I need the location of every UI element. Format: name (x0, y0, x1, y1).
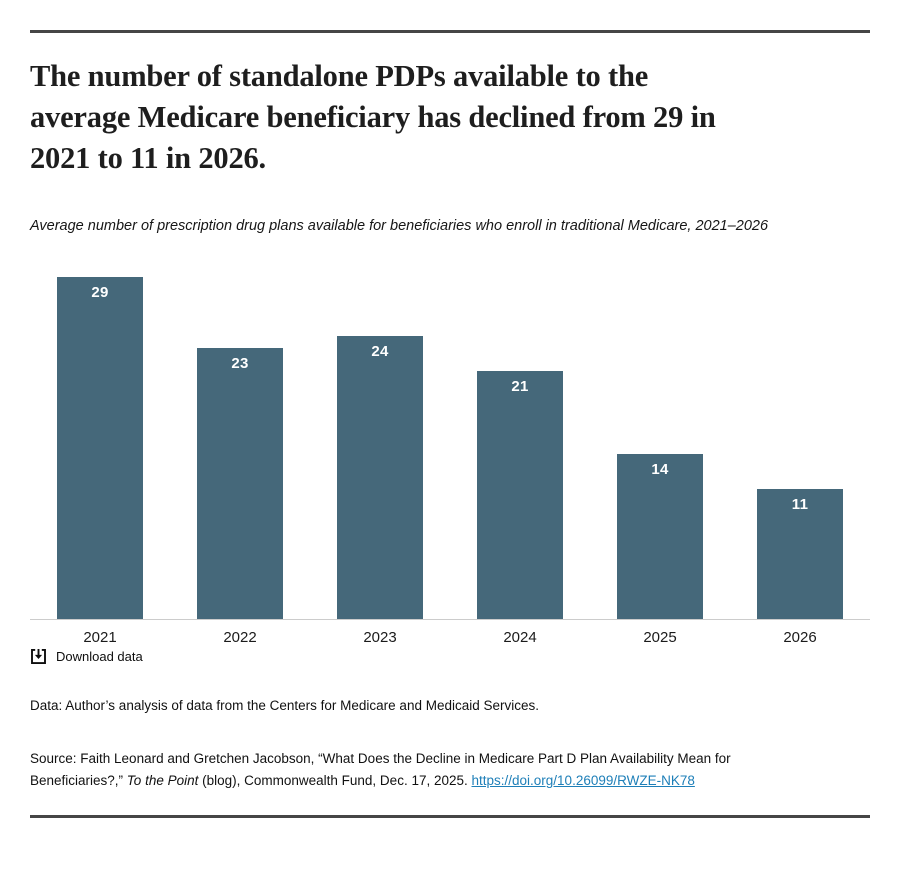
x-axis-label: 2025 (643, 629, 677, 646)
bar-slot-2025: 14 2025 (590, 270, 730, 646)
x-axis-label: 2023 (363, 629, 397, 646)
bar-2023: 24 (337, 336, 423, 619)
download-data-button[interactable]: Download data (30, 648, 143, 665)
bottom-divider (30, 815, 870, 818)
source-publication: To the Point (126, 772, 199, 788)
bar-slot-2021: 29 2021 (30, 270, 170, 646)
bar-2026: 11 (757, 489, 843, 619)
x-axis-label: 2026 (783, 629, 817, 646)
source-text: Source: Faith Leonard and Gretchen Jacob… (30, 751, 731, 788)
x-axis-label: 2024 (503, 629, 537, 646)
source-note: Source: Faith Leonard and Gretchen Jacob… (30, 748, 825, 791)
data-note: Data: Author’s analysis of data from the… (30, 698, 539, 713)
bar-2025: 14 (617, 454, 703, 619)
bar-slot-2022: 23 2022 (170, 270, 310, 646)
source-text-suffix: (blog), Commonwealth Fund, Dec. 17, 2025… (198, 772, 472, 788)
download-label: Download data (56, 649, 143, 664)
bar-slot-2026: 11 2026 (730, 270, 870, 646)
bar-2024: 21 (477, 371, 563, 619)
bar-value-label: 23 (231, 355, 249, 372)
bar-value-label: 14 (651, 461, 669, 478)
bar-value-label: 29 (91, 284, 109, 301)
download-icon (30, 648, 47, 665)
top-divider (30, 30, 870, 33)
chart-subtitle: Average number of prescription drug plan… (30, 218, 769, 234)
bar-2022: 23 (197, 348, 283, 619)
bar-value-label: 24 (371, 343, 389, 360)
bar-value-label: 11 (791, 496, 809, 513)
bar-value-label: 21 (511, 378, 529, 395)
bar-slot-2023: 24 2023 (310, 270, 450, 646)
bar-chart: 29 2021 23 2022 24 2023 21 2024 14 2025 11 2026 (30, 270, 870, 646)
page-title: The number of standalone PDPs available … (30, 59, 716, 175)
bar-slot-2024: 21 2024 (450, 270, 590, 646)
bar-2021: 29 (57, 277, 143, 619)
source-doi-link[interactable]: https://doi.org/10.26099/RWZE-NK78 (471, 772, 695, 788)
x-axis-label: 2021 (83, 629, 117, 646)
x-axis-label: 2022 (223, 629, 257, 646)
